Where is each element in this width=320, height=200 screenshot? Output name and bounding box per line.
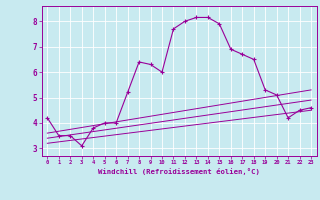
X-axis label: Windchill (Refroidissement éolien,°C): Windchill (Refroidissement éolien,°C) — [98, 168, 260, 175]
